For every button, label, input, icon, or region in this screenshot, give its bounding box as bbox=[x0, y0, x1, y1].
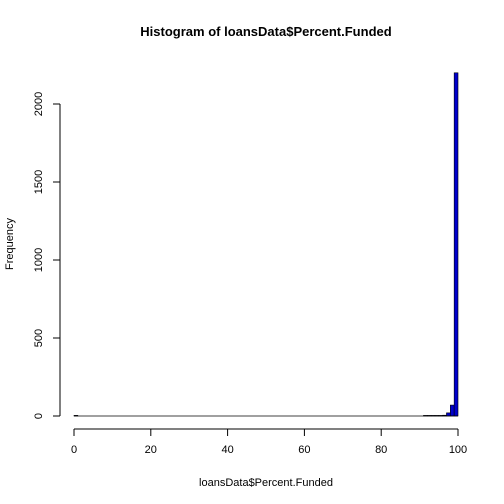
y-tick-label: 500 bbox=[33, 329, 45, 347]
y-axis-label: Frequency bbox=[4, 218, 16, 270]
histogram-bar bbox=[450, 404, 455, 417]
y-tick-label: 1000 bbox=[33, 248, 45, 272]
y-axis: 0 500 1000 1500 2000 bbox=[33, 92, 61, 419]
y-tick-label: 2000 bbox=[33, 92, 45, 116]
y-tick-label: 1500 bbox=[33, 170, 45, 194]
x-tick-label: 20 bbox=[145, 444, 157, 456]
x-tick-label: 60 bbox=[298, 444, 310, 456]
x-axis-label: loansData$Percent.Funded bbox=[199, 477, 333, 489]
histogram-bar bbox=[453, 72, 459, 417]
x-tick-label: 80 bbox=[375, 444, 387, 456]
histogram-bars bbox=[73, 72, 459, 417]
y-tick-label: 0 bbox=[33, 413, 45, 419]
x-axis: 0 20 40 60 80 100 bbox=[71, 428, 467, 456]
x-tick-label: 0 bbox=[71, 444, 77, 456]
chart-title: Histogram of loansData$Percent.Funded bbox=[140, 24, 391, 39]
x-tick-label: 40 bbox=[221, 444, 233, 456]
x-tick-label: 100 bbox=[449, 444, 467, 456]
histogram-bar bbox=[446, 412, 451, 417]
